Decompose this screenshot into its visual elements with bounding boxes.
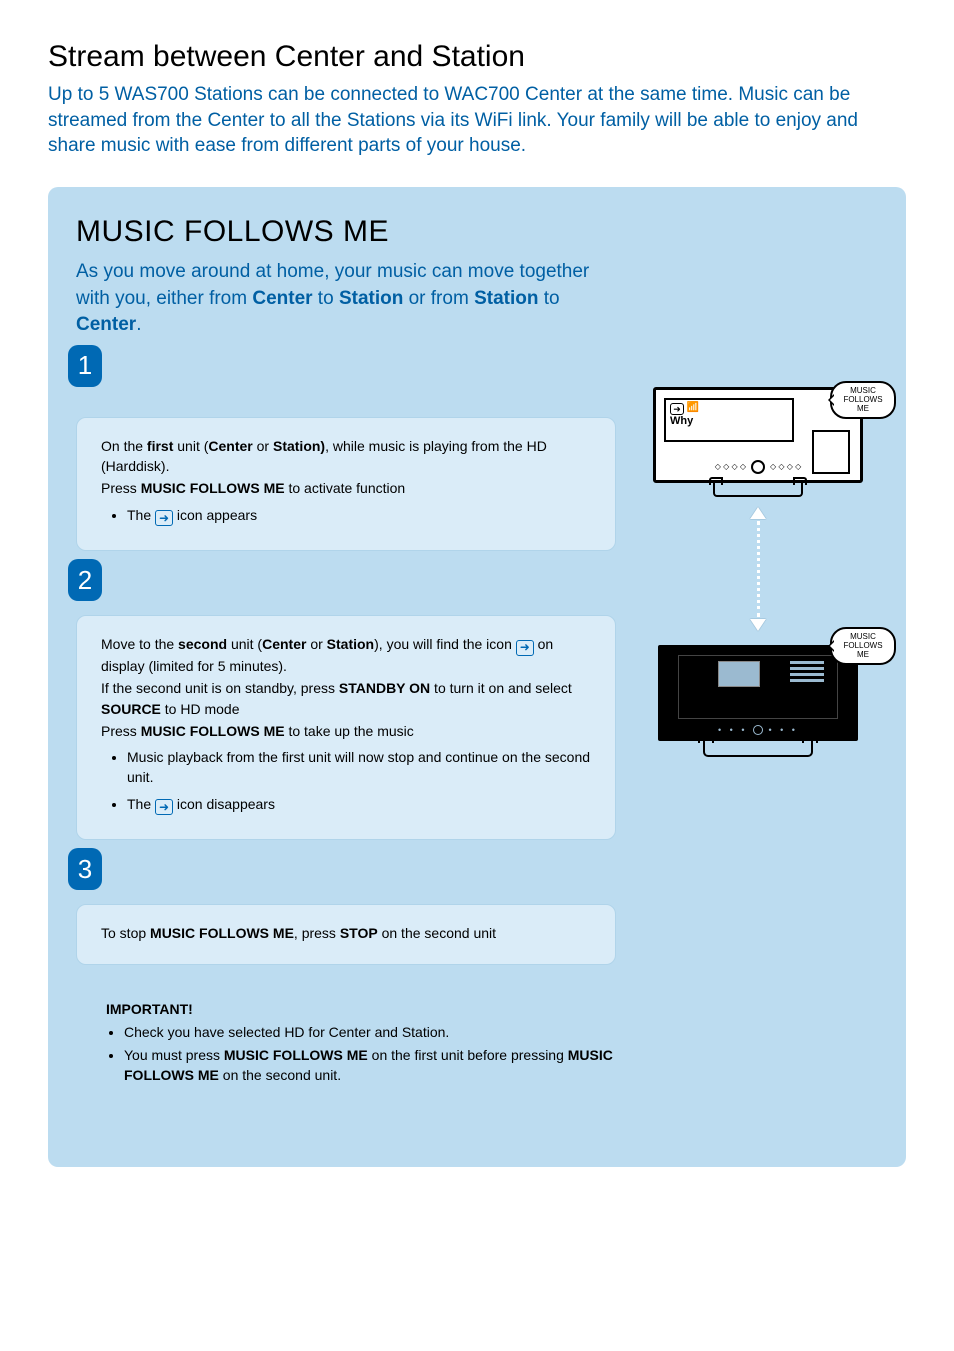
intro-text: to [313, 288, 339, 309]
control-row: ◇ ◇ ◇ ◇ ◇ ◇ ◇ ◇ [680, 460, 836, 474]
panel-intro: As you move around at home, your music c… [76, 259, 616, 339]
step-3: 3 To stop MUSIC FOLLOWS ME, press STOP o… [76, 868, 882, 964]
important-bullet: Check you have selected HD for Center an… [124, 1023, 666, 1043]
important-title: IMPORTANT! [106, 1001, 666, 1017]
document-page: Stream between Center and Station Up to … [0, 0, 954, 1207]
station-device-illustration: • • • • • • MUSIC FOLLOWS ME [638, 645, 878, 757]
music-follows-me-icon: ➜ [670, 403, 684, 415]
intro-text: to [538, 288, 559, 309]
page-title: Stream between Center and Station [48, 40, 906, 74]
device-diagram: ➜ 📶 Why ◇ ◇ ◇ ◇ ◇ ◇ ◇ ◇ MUSIC FOLLOWS ME [638, 387, 878, 757]
step-bullet: The ➜ icon appears [127, 505, 595, 527]
center-knob-icon [751, 460, 765, 474]
important-bullet: You must press MUSIC FOLLOWS ME on the f… [124, 1046, 666, 1085]
intro-text: . [136, 314, 141, 335]
step-bullet: Music playback from the first unit will … [127, 747, 595, 788]
step-text: Press MUSIC FOLLOWS ME to take up the mu… [101, 721, 595, 741]
step-text: On the first unit (Center or Station), w… [101, 436, 595, 477]
intro-text: or from [403, 288, 474, 309]
intro-bold: Center [252, 288, 312, 309]
speech-bubble: MUSIC FOLLOWS ME [830, 627, 896, 665]
step-card: Move to the second unit (Center or Stati… [76, 615, 616, 840]
station-controls: • • • • • • [658, 725, 858, 735]
step-number-badge: 2 [68, 559, 102, 601]
step-text: If the second unit is on standby, press … [101, 678, 595, 719]
important-note: IMPORTANT! Check you have selected HD fo… [106, 1001, 666, 1086]
step-number-badge: 1 [68, 345, 102, 387]
step-text: Press MUSIC FOLLOWS ME to activate funct… [101, 478, 595, 498]
speech-bubble: MUSIC FOLLOWS ME [830, 381, 896, 419]
intro-bold: Station [339, 288, 403, 309]
panel-title: MUSIC FOLLOWS ME [76, 215, 882, 249]
step-bullet: The ➜ icon disappears [127, 794, 595, 816]
music-follows-me-icon: ➜ [155, 510, 173, 526]
intro-bold: Station [474, 288, 538, 309]
page-description: Up to 5 WAS700 Stations can be connected… [48, 82, 906, 159]
device-lcd: ➜ 📶 Why [664, 398, 794, 442]
step-number-badge: 3 [68, 848, 102, 890]
music-follows-me-icon: ➜ [516, 640, 534, 656]
station-lcd [718, 661, 760, 687]
station-device-box: • • • • • • [658, 645, 858, 741]
device-stand [703, 741, 813, 757]
step-text: Move to the second unit (Center or Stati… [101, 634, 595, 676]
center-device-illustration: ➜ 📶 Why ◇ ◇ ◇ ◇ ◇ ◇ ◇ ◇ MUSIC FOLLOWS ME [638, 387, 878, 497]
lcd-text: Why [670, 415, 788, 427]
device-stand [713, 483, 803, 497]
step-card: To stop MUSIC FOLLOWS ME, press STOP on … [76, 904, 616, 964]
feature-panel: MUSIC FOLLOWS ME As you move around at h… [48, 187, 906, 1167]
station-panel-lines [790, 661, 824, 687]
intro-bold: Center [76, 314, 136, 335]
music-follows-me-icon: ➜ [155, 799, 173, 815]
step-text: To stop MUSIC FOLLOWS ME, press STOP on … [101, 923, 595, 943]
bidirectional-arrow-icon [638, 507, 878, 631]
step-card: On the first unit (Center or Station), w… [76, 417, 616, 552]
